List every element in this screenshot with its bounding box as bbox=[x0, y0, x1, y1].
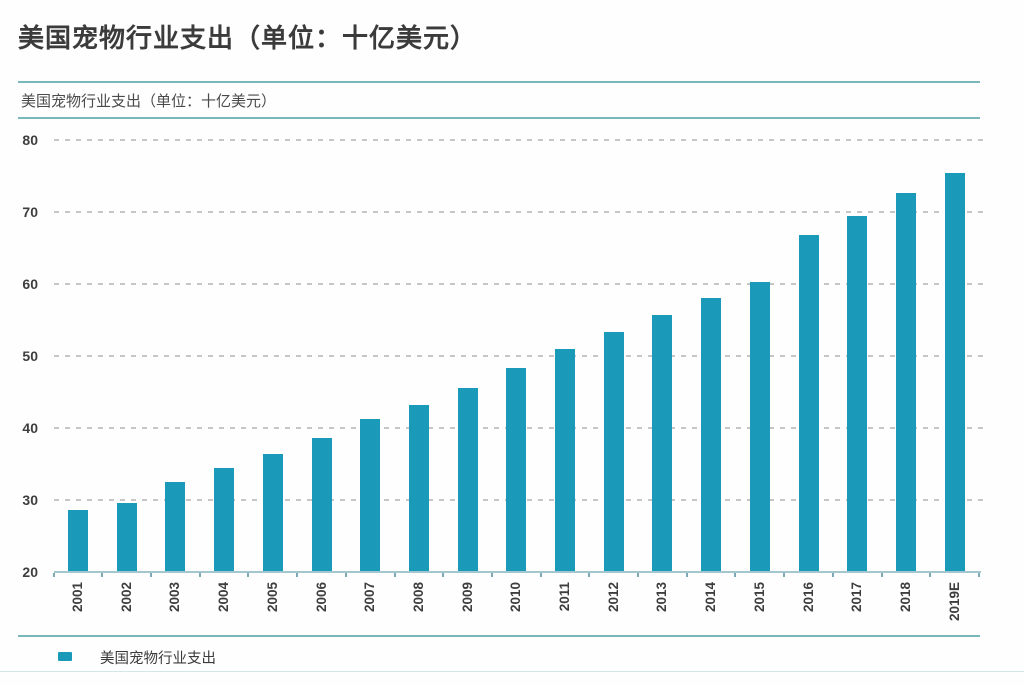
x-axis-label: 2011 bbox=[557, 581, 572, 611]
x-axis-label: 2013 bbox=[654, 581, 670, 612]
x-axis-label: 2008 bbox=[410, 581, 426, 612]
bar bbox=[749, 281, 770, 572]
y-axis-label: 30 bbox=[22, 491, 38, 508]
chart-main-title: 美国宠物行业支出（单位：十亿美元） bbox=[18, 23, 478, 53]
bar bbox=[701, 298, 722, 572]
y-axis-label: 40 bbox=[22, 419, 38, 436]
axis-tick bbox=[490, 572, 493, 577]
axis-tick bbox=[783, 572, 786, 577]
axis-tick bbox=[929, 572, 932, 577]
bar bbox=[68, 510, 88, 572]
page-bottom-border bbox=[0, 671, 1024, 672]
bar bbox=[506, 367, 527, 572]
x-axis-label: 2019E bbox=[946, 581, 962, 621]
legend-marker-icon bbox=[58, 652, 72, 661]
bar bbox=[944, 173, 965, 572]
axis-tick bbox=[296, 572, 299, 577]
bar bbox=[798, 234, 819, 572]
bar bbox=[116, 503, 137, 572]
x-axis-label: 2002 bbox=[118, 581, 134, 612]
x-axis-label: 2015 bbox=[751, 581, 767, 612]
gridline bbox=[54, 139, 984, 141]
x-axis-line bbox=[54, 570, 981, 573]
chart-subtitle: 美国宠物行业支出（单位：十亿美元） bbox=[21, 93, 277, 110]
bar bbox=[603, 332, 624, 572]
x-axis-label: 2017 bbox=[849, 581, 865, 612]
x-axis-label: 2004 bbox=[216, 581, 232, 612]
divider-subtitle bbox=[18, 117, 980, 119]
gridline bbox=[54, 354, 984, 357]
axis-tick bbox=[539, 572, 542, 577]
axis-tick bbox=[685, 572, 688, 577]
axis-tick bbox=[977, 572, 980, 577]
axis-tick bbox=[393, 572, 396, 577]
bar bbox=[165, 482, 186, 572]
x-axis-label: 2018 bbox=[897, 581, 913, 612]
gridline bbox=[54, 282, 984, 285]
divider-top bbox=[18, 81, 980, 83]
x-axis-label: 2001 bbox=[70, 581, 85, 612]
x-axis-label: 2010 bbox=[508, 581, 524, 612]
y-axis-label: 50 bbox=[22, 347, 38, 364]
axis-tick bbox=[247, 572, 250, 577]
axis-tick bbox=[831, 572, 834, 577]
bar bbox=[408, 404, 429, 572]
axis-tick bbox=[734, 572, 737, 577]
x-axis-label: 2003 bbox=[167, 581, 183, 612]
axis-tick bbox=[637, 572, 640, 577]
bar bbox=[360, 419, 381, 572]
bar bbox=[847, 215, 868, 572]
bar bbox=[214, 467, 235, 572]
y-axis-label: 70 bbox=[22, 203, 38, 220]
axis-tick bbox=[344, 572, 347, 577]
x-axis-label: 2014 bbox=[703, 581, 719, 612]
bar bbox=[262, 454, 283, 572]
x-axis-label: 2006 bbox=[313, 581, 329, 612]
gridline bbox=[54, 210, 984, 213]
x-axis-label: 2009 bbox=[459, 581, 475, 612]
bar bbox=[555, 348, 575, 572]
bar bbox=[652, 314, 673, 572]
axis-tick bbox=[101, 572, 104, 577]
x-axis-label: 2012 bbox=[605, 581, 621, 612]
divider-legend bbox=[18, 635, 980, 637]
axis-tick bbox=[880, 572, 883, 577]
axis-tick bbox=[442, 572, 445, 577]
axis-tick bbox=[588, 572, 591, 577]
y-axis-label: 20 bbox=[22, 563, 38, 580]
axis-tick bbox=[198, 572, 201, 577]
x-axis-label: 2016 bbox=[800, 581, 816, 612]
axis-tick bbox=[150, 572, 153, 577]
legend-series-label: 美国宠物行业支出 bbox=[100, 651, 216, 667]
bar bbox=[457, 388, 478, 572]
y-axis-label: 80 bbox=[22, 132, 38, 148]
x-axis-label: 2007 bbox=[362, 581, 378, 612]
bar bbox=[895, 193, 916, 572]
x-axis-label: 2005 bbox=[264, 581, 280, 612]
bar bbox=[311, 438, 332, 572]
axis-tick bbox=[52, 572, 55, 577]
y-axis-label: 60 bbox=[22, 275, 38, 292]
